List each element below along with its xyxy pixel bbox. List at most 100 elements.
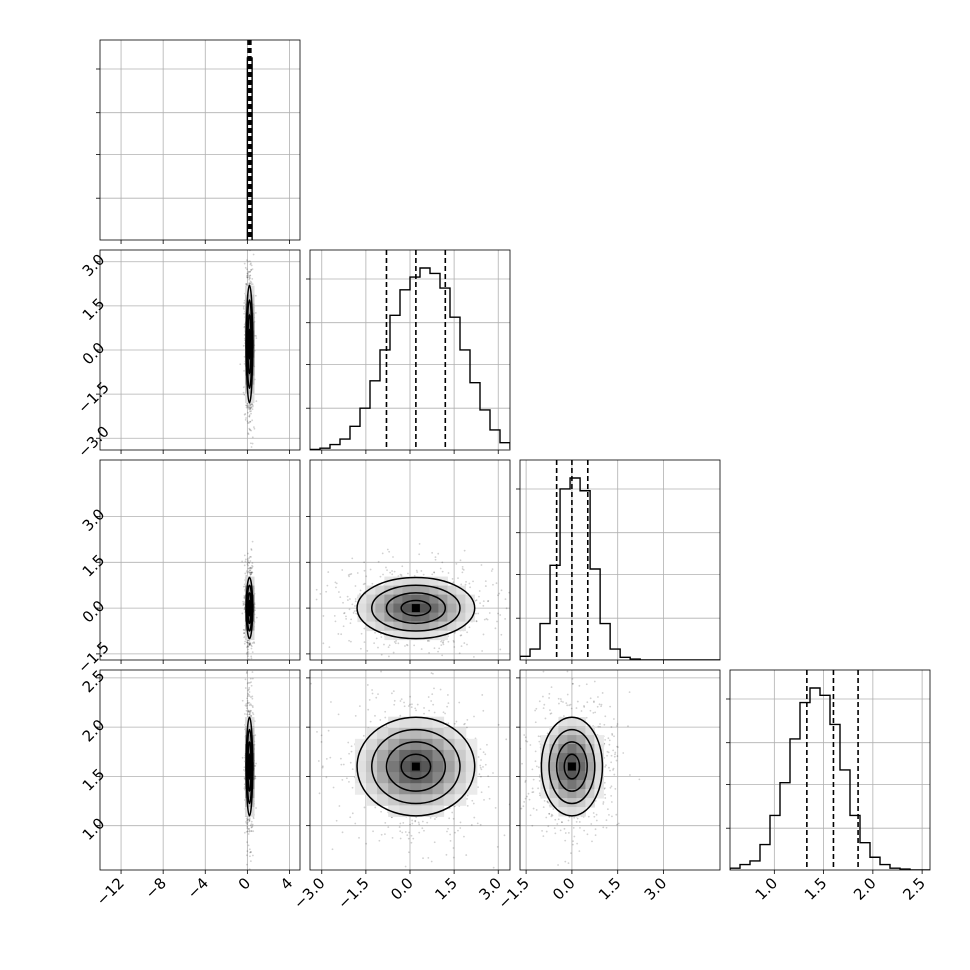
sample-point <box>407 837 410 840</box>
sample-point <box>534 721 537 724</box>
sample-point <box>591 840 593 843</box>
sample-point <box>345 777 348 780</box>
sample-point <box>586 650 588 652</box>
sample-point <box>327 729 330 732</box>
sample-point <box>251 697 254 700</box>
x-tick-label: 1.5 <box>595 874 625 904</box>
sample-point <box>524 736 527 739</box>
sample-point <box>570 707 573 710</box>
sample-point <box>380 810 382 813</box>
sample-point <box>252 404 254 407</box>
sample-point <box>243 262 246 265</box>
sample-point <box>249 406 251 408</box>
sample-point <box>433 841 436 844</box>
sample-point <box>251 825 254 828</box>
sample-point <box>247 244 249 246</box>
sample-point <box>549 709 551 711</box>
density-cell <box>402 603 412 614</box>
sample-point <box>542 806 545 809</box>
sample-point <box>333 615 336 617</box>
sample-point <box>245 244 247 246</box>
sample-point <box>318 792 321 795</box>
sample-point <box>249 566 252 569</box>
sample-point <box>247 244 249 246</box>
density-cell <box>244 744 255 754</box>
sample-point <box>242 600 245 603</box>
sample-point <box>568 704 571 707</box>
sample-point <box>430 700 433 702</box>
density-cell <box>388 783 400 795</box>
density-cell <box>558 780 568 790</box>
y-tick-label: −3.0 <box>74 423 112 461</box>
sample-point <box>622 752 625 754</box>
x-tick-label: −4 <box>184 874 212 902</box>
sample-point <box>245 672 248 674</box>
density-cell <box>549 744 559 754</box>
density-cell <box>366 585 376 596</box>
sample-point <box>247 411 249 414</box>
sample-point <box>384 710 387 713</box>
sample-point <box>613 718 615 720</box>
density-cell <box>540 762 550 772</box>
sample-point <box>495 582 498 585</box>
sample-point <box>247 702 249 705</box>
sample-point <box>247 567 250 570</box>
sample-point <box>359 647 362 650</box>
sample-point <box>605 819 608 822</box>
density-cell <box>567 780 577 790</box>
sample-point <box>243 769 245 771</box>
sample-point <box>534 750 537 753</box>
sample-point <box>517 774 519 776</box>
sample-point <box>516 620 518 622</box>
sample-point <box>249 641 251 644</box>
sample-point <box>548 812 551 815</box>
sample-point <box>428 651 430 654</box>
density-cell <box>432 761 445 773</box>
sample-point <box>484 585 487 587</box>
density-cell <box>399 727 411 740</box>
sample-point <box>547 801 550 804</box>
sample-point <box>248 427 251 430</box>
sample-point <box>401 831 404 834</box>
sample-point <box>251 408 254 411</box>
sample-point <box>538 700 541 703</box>
sample-point <box>246 850 249 853</box>
sample-point <box>245 283 248 286</box>
sample-point <box>249 274 251 277</box>
sample-point <box>451 577 454 580</box>
sample-point <box>254 334 256 337</box>
density-cell <box>594 753 604 763</box>
sample-point <box>466 643 468 646</box>
sample-point <box>242 585 245 588</box>
sample-point <box>576 817 579 820</box>
sample-point <box>414 820 417 823</box>
sample-point <box>242 603 245 606</box>
sample-point <box>446 705 449 708</box>
histogram-group <box>246 40 253 240</box>
sample-point <box>249 274 252 277</box>
sample-point <box>463 723 465 726</box>
sample-point <box>383 643 385 646</box>
density-cell <box>402 576 412 587</box>
sample-point <box>255 616 258 619</box>
sample-point <box>403 701 405 704</box>
sample-point <box>585 683 588 686</box>
sample-point <box>254 764 257 767</box>
density-cell <box>594 744 604 754</box>
density-cell <box>357 612 367 623</box>
sample-point <box>243 787 246 790</box>
density-cell <box>558 798 568 808</box>
sample-point <box>248 820 251 822</box>
sample-point <box>452 856 455 859</box>
sample-point <box>452 639 455 642</box>
sample-point <box>417 821 420 824</box>
sample-point <box>246 406 249 408</box>
sample-point <box>247 645 249 648</box>
sample-point <box>391 573 394 576</box>
density-cell <box>594 789 604 799</box>
sample-point <box>524 797 527 800</box>
sample-point <box>248 644 251 646</box>
histogram-step <box>520 477 720 660</box>
sample-point <box>389 571 392 574</box>
sample-point <box>386 548 389 551</box>
